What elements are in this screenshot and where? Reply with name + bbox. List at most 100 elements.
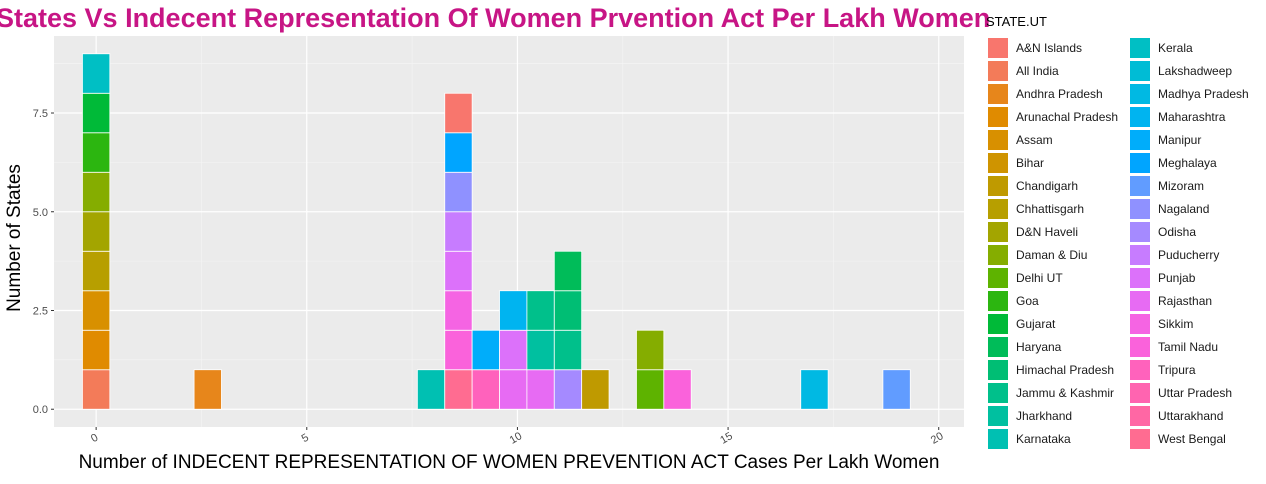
legend-key-swatch	[988, 84, 1008, 104]
legend-label: Jammu & Kashmir	[1016, 386, 1115, 400]
bar-segment	[82, 211, 111, 252]
legend-label: Chandigarh	[1016, 179, 1079, 193]
legend-key-swatch	[1130, 153, 1150, 173]
legend-label: Assam	[1016, 133, 1053, 147]
legend-label: Arunachal Pradesh	[1016, 110, 1119, 124]
legend-key-swatch	[988, 245, 1008, 265]
legend-label: Andhra Pradesh	[1016, 87, 1103, 101]
legend-label: Nagaland	[1158, 202, 1210, 216]
legend-key-swatch	[1130, 360, 1150, 380]
legend-label: Karnataka	[1016, 432, 1071, 446]
bar-segment	[444, 171, 473, 213]
bar-segment	[416, 369, 446, 410]
bar-segment	[636, 329, 665, 371]
legend-label: Manipur	[1158, 133, 1202, 147]
legend-key-swatch	[1130, 38, 1150, 58]
bar-segment	[526, 329, 555, 371]
bar-segment	[499, 329, 528, 371]
bar-segment	[82, 171, 111, 213]
legend-label: Odisha	[1158, 225, 1197, 239]
legend-key-swatch	[988, 222, 1008, 242]
legend-label: All India	[1016, 64, 1059, 78]
legend-label: D&N Haveli	[1016, 225, 1079, 239]
bar-segment	[82, 329, 111, 371]
legend-label: Kerala	[1158, 41, 1193, 55]
legend-key-swatch	[988, 268, 1008, 288]
bar-segment	[581, 369, 610, 410]
bar-segment	[499, 290, 528, 331]
x-tick-label: 5	[300, 432, 311, 445]
bar-segment	[82, 132, 111, 173]
legend-label: Rajasthan	[1158, 294, 1213, 308]
legend-key-swatch	[1130, 107, 1150, 127]
legend-key-swatch	[1130, 291, 1150, 311]
legend-key-swatch	[1130, 245, 1150, 265]
bar-segment	[663, 369, 692, 410]
legend-label: Bihar	[1016, 156, 1045, 170]
legend-label: Maharashtra	[1158, 110, 1226, 124]
legend-key-swatch	[988, 314, 1008, 334]
bar-segment	[882, 369, 911, 410]
legend-key-swatch	[988, 38, 1008, 58]
bar-segment	[82, 290, 111, 331]
legend-label: Uttarakhand	[1158, 409, 1224, 423]
bar-segment	[444, 329, 473, 371]
bar-segment	[553, 369, 583, 410]
legend-label: West Bengal	[1158, 432, 1226, 446]
bar-segment	[82, 369, 111, 410]
bar-segment	[526, 290, 555, 331]
bar-segment	[471, 329, 500, 371]
y-tick-label: 2.5	[33, 305, 48, 317]
legend-key-swatch	[1130, 199, 1150, 219]
legend-label: Mizoram	[1158, 179, 1205, 193]
legend-key-swatch	[988, 199, 1008, 219]
legend-key-swatch	[988, 383, 1008, 403]
bar-segment	[82, 250, 111, 292]
legend-label: Meghalaya	[1158, 156, 1217, 170]
legend-label: Goa	[1016, 294, 1039, 308]
legend-key-swatch	[988, 130, 1008, 150]
bar-segment	[444, 369, 473, 410]
y-axis-label: Number of States	[4, 164, 25, 312]
legend-key-swatch	[1130, 84, 1150, 104]
x-tick-label: 0	[89, 432, 100, 445]
legend-label: Jharkhand	[1016, 409, 1073, 423]
legend-label: A&N Islands	[1016, 41, 1083, 55]
legend-label: Delhi UT	[1016, 271, 1063, 285]
legend-key-swatch	[1130, 176, 1150, 196]
bar-segment	[444, 92, 473, 134]
bar-segment	[553, 290, 583, 331]
legend-label: Puducherry	[1158, 248, 1220, 262]
bar-segment	[553, 250, 583, 292]
legend-key-swatch	[1130, 406, 1150, 426]
legend-label: Punjab	[1158, 271, 1196, 285]
legend-key-swatch	[1130, 383, 1150, 403]
bar-segment	[444, 132, 473, 173]
x-tick-label: 15	[718, 430, 735, 447]
bar-segment	[82, 53, 111, 94]
legend-label: Madhya Pradesh	[1158, 87, 1249, 101]
x-axis-label: Number of INDECENT REPRESENTATION OF WOM…	[78, 452, 940, 473]
bar-segment	[553, 329, 583, 371]
legend-label: Daman & Diu	[1016, 248, 1088, 262]
legend-key-swatch	[1130, 429, 1150, 449]
bar-segment	[82, 92, 111, 134]
legend-key-swatch	[988, 406, 1008, 426]
legend-label: Sikkim	[1158, 317, 1194, 331]
legend-title: STATE.UT	[986, 14, 1047, 29]
y-tick-label: 0.0	[33, 404, 48, 416]
bar-segment	[499, 369, 528, 410]
legend-label: Uttar Pradesh	[1158, 386, 1233, 400]
legend-key-swatch	[988, 291, 1008, 311]
legend-key-swatch	[988, 176, 1008, 196]
bar-segment	[193, 369, 222, 410]
y-tick-label: 7.5	[33, 108, 48, 120]
legend-label: Haryana	[1016, 340, 1062, 354]
legend-key-swatch	[1130, 61, 1150, 81]
plot-area: 0 5 10 15 20 0.0 2.5 5.0 7.5	[33, 36, 964, 447]
legend-key-swatch	[1130, 268, 1150, 288]
legend-key-swatch	[988, 107, 1008, 127]
legend-key-swatch	[1130, 130, 1150, 150]
legend-key-swatch	[1130, 222, 1150, 242]
legend-key-swatch	[988, 61, 1008, 81]
